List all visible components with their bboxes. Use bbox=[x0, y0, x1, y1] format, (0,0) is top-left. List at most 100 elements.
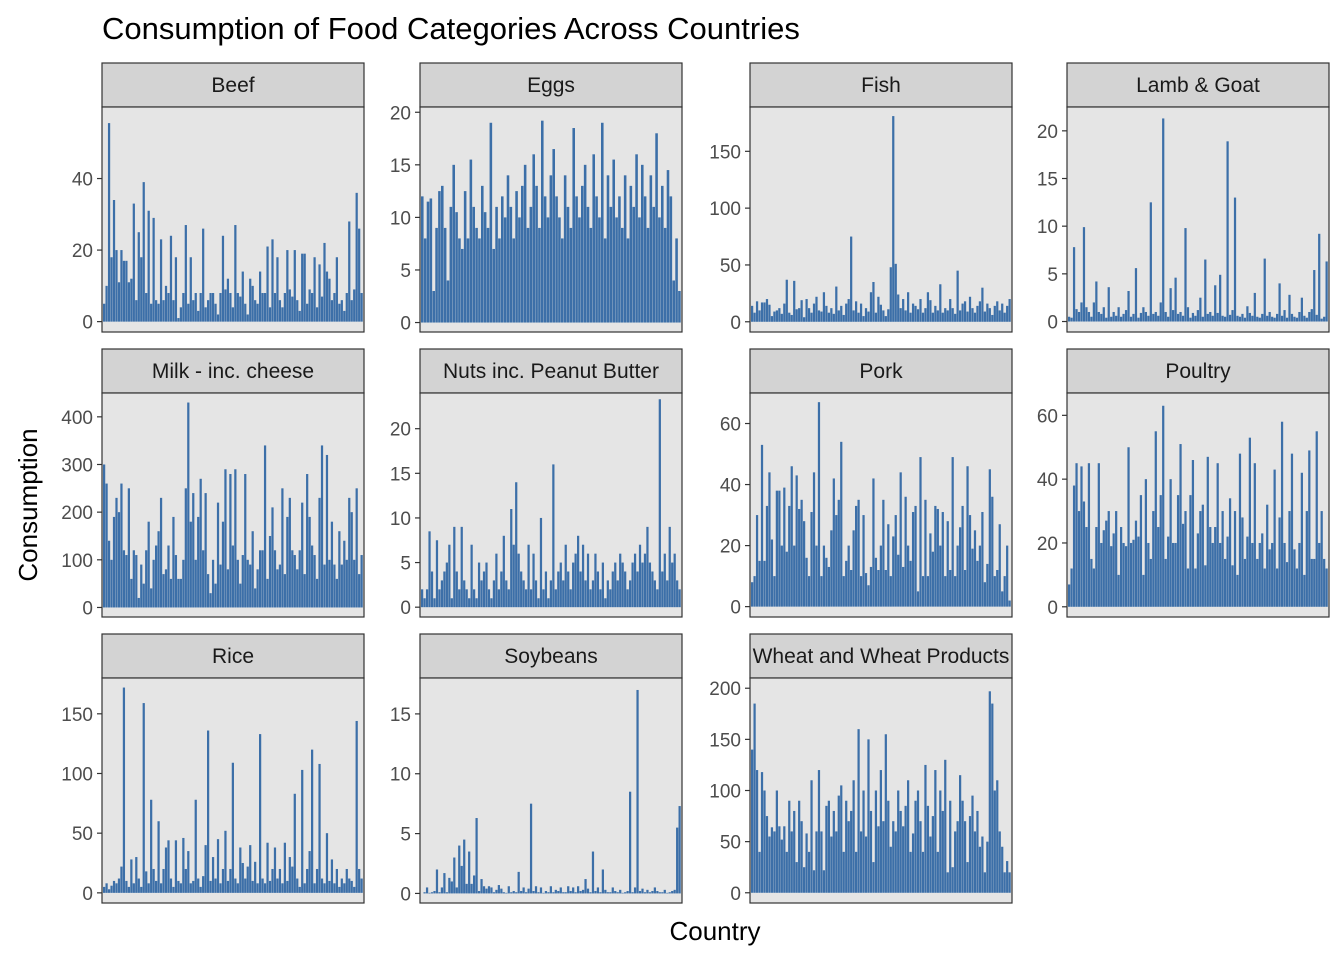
bar bbox=[529, 206, 533, 323]
bar bbox=[817, 402, 821, 607]
bar bbox=[845, 303, 848, 322]
bar bbox=[306, 868, 309, 893]
bar bbox=[991, 314, 994, 322]
bar bbox=[525, 589, 528, 608]
bar bbox=[167, 293, 170, 322]
bar bbox=[130, 859, 133, 893]
bar bbox=[1325, 568, 1328, 607]
bar bbox=[194, 293, 197, 322]
strip-background bbox=[419, 633, 683, 679]
bar bbox=[658, 892, 661, 894]
bar bbox=[142, 182, 145, 322]
bar bbox=[147, 521, 150, 608]
bar bbox=[884, 734, 887, 893]
bar bbox=[244, 878, 247, 893]
bar bbox=[563, 175, 567, 323]
bar bbox=[872, 282, 875, 322]
bar bbox=[956, 270, 959, 322]
y-tick-label: 10 bbox=[390, 509, 411, 530]
bar bbox=[966, 311, 969, 322]
bar bbox=[785, 279, 788, 322]
bar bbox=[328, 880, 331, 893]
bar bbox=[430, 571, 434, 608]
bar bbox=[497, 589, 500, 608]
bar bbox=[520, 571, 523, 608]
bar bbox=[1285, 317, 1289, 322]
bar bbox=[666, 892, 669, 894]
bar bbox=[291, 550, 294, 608]
bar bbox=[1194, 568, 1197, 607]
bar bbox=[132, 203, 135, 322]
bar bbox=[619, 553, 622, 608]
bar bbox=[135, 300, 138, 322]
bar bbox=[435, 540, 439, 608]
bar bbox=[976, 810, 979, 893]
bar bbox=[646, 526, 649, 608]
bar bbox=[1214, 285, 1217, 322]
bar bbox=[859, 576, 863, 607]
bar bbox=[835, 515, 838, 607]
bar bbox=[993, 576, 996, 607]
bar bbox=[669, 196, 673, 323]
bar bbox=[1003, 872, 1006, 893]
bars bbox=[423, 689, 681, 894]
bar bbox=[1169, 288, 1172, 322]
bar bbox=[283, 293, 286, 322]
bar bbox=[668, 892, 671, 894]
bar bbox=[1139, 495, 1143, 607]
bar bbox=[924, 764, 927, 893]
bar bbox=[790, 831, 793, 893]
bar bbox=[202, 228, 205, 322]
bar bbox=[226, 278, 230, 322]
bar bbox=[892, 821, 895, 893]
bar bbox=[468, 851, 471, 894]
y-tick-label: 0 bbox=[1047, 598, 1058, 619]
bar bbox=[656, 891, 659, 894]
bars bbox=[421, 120, 681, 323]
bar bbox=[926, 292, 930, 322]
bar bbox=[443, 571, 446, 608]
bar bbox=[211, 857, 215, 893]
bar bbox=[1115, 315, 1118, 322]
bar bbox=[1147, 315, 1150, 322]
bar bbox=[586, 553, 590, 608]
bars bbox=[751, 116, 1011, 322]
bar bbox=[623, 175, 627, 323]
bar bbox=[515, 191, 518, 323]
bar bbox=[532, 891, 535, 894]
bar bbox=[1142, 307, 1145, 322]
bar bbox=[192, 880, 195, 893]
bar bbox=[105, 883, 108, 893]
bar bbox=[271, 239, 274, 322]
bar bbox=[174, 257, 178, 322]
bar bbox=[753, 312, 756, 322]
bar bbox=[527, 544, 530, 608]
bar bbox=[256, 883, 259, 893]
panel-nuts-inc-peanut-butter: Nuts inc. Peanut Butter 0 5 10 15 20 bbox=[390, 348, 683, 619]
bar bbox=[1112, 311, 1115, 322]
bar bbox=[325, 454, 329, 608]
bar bbox=[318, 497, 321, 608]
bar bbox=[978, 545, 982, 607]
y-tick-label: 200 bbox=[709, 679, 741, 700]
bar bbox=[117, 512, 121, 608]
bar bbox=[589, 589, 592, 608]
bar bbox=[1238, 453, 1242, 607]
bar bbox=[512, 544, 515, 608]
bar bbox=[155, 880, 158, 893]
bar bbox=[951, 457, 954, 607]
bar bbox=[770, 316, 774, 322]
bar bbox=[807, 851, 811, 893]
y-tick-label: 5 bbox=[400, 554, 411, 575]
bar bbox=[961, 800, 964, 893]
bar bbox=[609, 892, 612, 894]
bar bbox=[335, 868, 338, 893]
bar bbox=[315, 578, 319, 608]
bar bbox=[768, 304, 771, 322]
bar bbox=[441, 185, 444, 323]
bar bbox=[470, 883, 473, 894]
strip-background bbox=[749, 348, 1013, 394]
bar bbox=[1199, 297, 1202, 322]
bar bbox=[343, 540, 346, 608]
bar bbox=[911, 303, 915, 322]
